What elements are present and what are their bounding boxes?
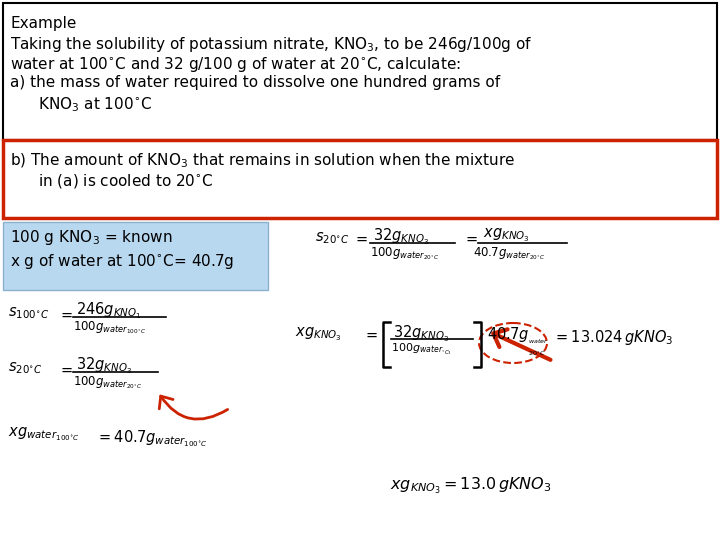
Bar (3, 222, 268, 290)
Text: Taking the solubility of potassium nitrate, KNO$_3$, to be 246g/100g of: Taking the solubility of potassium nitra… (10, 35, 532, 54)
Text: a) the mass of water required to dissolve one hundred grams of: a) the mass of water required to dissolv… (10, 75, 500, 90)
Text: $=$: $=$ (463, 232, 479, 246)
Text: $s_{20^{\circ}C}$: $s_{20^{\circ}C}$ (315, 230, 350, 246)
Text: $xg_{water_{100^{\circ}C}}$: $xg_{water_{100^{\circ}C}}$ (8, 425, 79, 443)
Text: $100g_{water_{20^{\circ}C}}$: $100g_{water_{20^{\circ}C}}$ (370, 245, 439, 261)
Text: $=$: $=$ (58, 308, 73, 322)
FancyArrowPatch shape (493, 329, 551, 360)
Bar (3, 3, 717, 140)
Text: KNO$_3$ at 100$^{\circ}$C: KNO$_3$ at 100$^{\circ}$C (38, 95, 152, 114)
Text: 100 g KNO$_3$ = known: 100 g KNO$_3$ = known (10, 228, 173, 247)
Bar (3, 140, 717, 218)
Text: $32g_{KNO_3}$: $32g_{KNO_3}$ (373, 226, 429, 247)
Text: b) The amount of KNO$_3$ that remains in solution when the mixture: b) The amount of KNO$_3$ that remains in… (10, 152, 516, 171)
Text: $=$: $=$ (58, 363, 73, 377)
Text: $246g_{KNO_1}$: $246g_{KNO_1}$ (76, 300, 141, 321)
Text: Example: Example (10, 16, 76, 31)
Text: $_{20^{\circ}C}$: $_{20^{\circ}C}$ (528, 349, 546, 358)
Text: $=$: $=$ (363, 328, 379, 342)
Text: $xg_{KNO_3}$: $xg_{KNO_3}$ (483, 226, 530, 244)
FancyArrowPatch shape (159, 396, 228, 419)
Text: $s_{100^{\circ}C}$: $s_{100^{\circ}C}$ (8, 305, 49, 321)
Text: $= 13.024\,gKNO_3$: $= 13.024\,gKNO_3$ (553, 328, 673, 347)
Text: $=$: $=$ (353, 232, 369, 246)
Text: x g of water at 100$^{\circ}$C= 40.7g: x g of water at 100$^{\circ}$C= 40.7g (10, 252, 234, 271)
Text: $_{water}$: $_{water}$ (528, 337, 549, 346)
Text: $100g_{water_{^{\circ}C_3}}$: $100g_{water_{^{\circ}C_3}}$ (391, 341, 452, 357)
Text: $40.7g_{water_{20^{\circ}C}}$: $40.7g_{water_{20^{\circ}C}}$ (473, 245, 545, 261)
Text: in (a) is cooled to 20$^{\circ}$C: in (a) is cooled to 20$^{\circ}$C (38, 172, 214, 190)
Text: $s_{20^{\circ}C}$: $s_{20^{\circ}C}$ (8, 360, 42, 376)
Text: $32g_{KNO_3}$: $32g_{KNO_3}$ (76, 355, 132, 376)
Text: $= 40.7g_{water_{100^{\circ}C}}$: $= 40.7g_{water_{100^{\circ}C}}$ (96, 428, 208, 449)
Text: $xg_{KNO_3}$: $xg_{KNO_3}$ (295, 325, 342, 342)
Text: water at 100$^{\circ}$C and 32 g/100 g of water at 20$^{\circ}$C, calculate:: water at 100$^{\circ}$C and 32 g/100 g o… (10, 55, 461, 74)
Text: $40.7g$: $40.7g$ (487, 325, 529, 344)
Text: $100g_{water_{20^{\circ}C}}$: $100g_{water_{20^{\circ}C}}$ (73, 374, 143, 390)
Text: $xg_{KNO_3} = 13.0\,gKNO_3$: $xg_{KNO_3} = 13.0\,gKNO_3$ (390, 475, 552, 496)
Text: $32g_{KNO_3}$: $32g_{KNO_3}$ (393, 323, 449, 343)
Text: $100g_{water_{100^{\circ}C}}$: $100g_{water_{100^{\circ}C}}$ (73, 319, 146, 335)
